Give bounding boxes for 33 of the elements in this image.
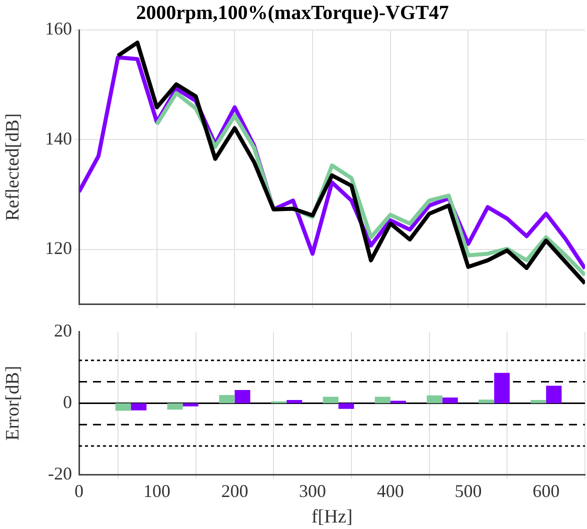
bar	[115, 403, 131, 411]
y-axis-title: Reflected[dB]	[2, 113, 24, 221]
chart-title: 2000rpm,100%(maxTorque)-VGT47	[136, 2, 449, 24]
y-tick-label: 140	[45, 128, 72, 148]
bar	[286, 400, 302, 404]
bar	[130, 403, 146, 410]
y-tick-label: 20	[54, 320, 72, 341]
x-tick-label: 100	[143, 481, 170, 502]
bar	[234, 390, 250, 404]
y-tick-label: 120	[45, 238, 72, 258]
y-tick-label: 160	[45, 18, 72, 39]
x-tick-label: 400	[376, 481, 404, 502]
bar	[182, 403, 198, 406]
x-tick-label: 300	[299, 481, 326, 502]
y-tick-label: 0	[63, 392, 72, 412]
x-tick-label: 200	[221, 481, 248, 502]
bar	[546, 386, 562, 404]
bar	[219, 394, 235, 404]
bar	[494, 372, 510, 404]
bar	[338, 403, 354, 409]
x-tick-label: 500	[454, 481, 482, 502]
bar	[390, 400, 406, 404]
bar	[167, 403, 183, 410]
y-axis-title: Error[dB]	[2, 366, 24, 441]
y-tick-label: -20	[48, 463, 72, 484]
bar	[442, 397, 458, 404]
bar	[322, 396, 338, 404]
bar	[478, 400, 494, 404]
bar	[530, 400, 546, 404]
x-tick-label: 600	[532, 481, 560, 502]
bar	[374, 396, 390, 404]
x-axis-title: f[Hz]	[311, 506, 353, 528]
bar	[426, 395, 442, 404]
